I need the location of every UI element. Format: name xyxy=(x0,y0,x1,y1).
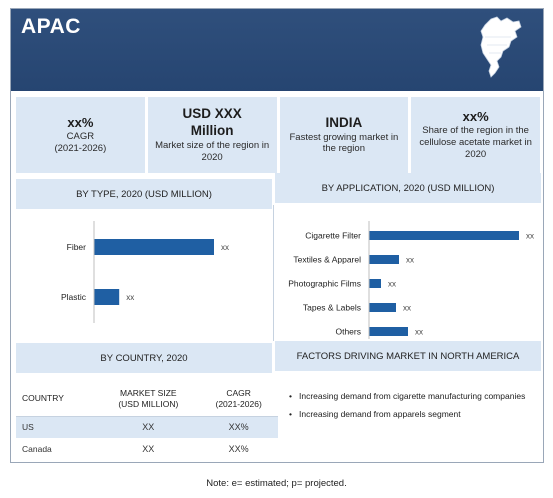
category-label: Cigarette Filter xyxy=(305,231,361,241)
data-label: xx xyxy=(221,243,229,252)
kpi-cagr-value: xx% xyxy=(67,115,94,130)
data-label: xx xyxy=(406,256,414,265)
kpi-share-value: xx% xyxy=(462,109,489,125)
kpi-cagr: xx% CAGR (2021-2026) xyxy=(16,97,145,173)
bar xyxy=(369,231,519,240)
bar xyxy=(369,279,381,288)
north-america-map-icon xyxy=(480,16,522,78)
table-row: Canada XX XX% xyxy=(16,438,278,460)
kpi-row: xx% CAGR (2021-2026) USD XXX Million Mar… xyxy=(16,97,540,173)
data-label: xx xyxy=(388,280,396,289)
kpi-fastest-market-value: INDIA xyxy=(325,114,363,130)
category-label: Plastic xyxy=(61,292,87,302)
kpi-fastest-market: INDIA Fastest growing market in the regi… xyxy=(279,97,409,173)
kpi-fastest-market-label: Fastest growing market in the region xyxy=(289,131,399,155)
factors-title: FACTORS DRIVING MARKET IN NORTH AMERICA xyxy=(275,341,541,371)
kpi-share: xx% Share of the region in the cellulose… xyxy=(411,97,540,173)
kpi-market-size: USD XXX Million Market size of the regio… xyxy=(147,97,277,173)
data-label: xx xyxy=(415,328,423,337)
factors-list: Increasing demand from cigarette manufac… xyxy=(287,389,537,426)
bar xyxy=(369,303,396,312)
data-label: xx xyxy=(526,232,534,241)
country-cell: US xyxy=(16,416,98,438)
category-label: Others xyxy=(335,327,361,337)
bar xyxy=(94,289,120,305)
market-size-cell: XX xyxy=(97,416,200,438)
data-label: xx xyxy=(403,304,411,313)
bar xyxy=(369,255,399,264)
country-table: COUNTRY MARKET SIZE (USD MILLION) CAGR (… xyxy=(16,382,278,460)
kpi-cagr-label: CAGR (2021-2026) xyxy=(54,131,107,155)
country-table-header: COUNTRY MARKET SIZE (USD MILLION) CAGR (… xyxy=(16,382,278,417)
by-type-title: BY TYPE, 2020 (USD MILLION) xyxy=(16,179,272,209)
footnote: Note: e= estimated; p= projected. xyxy=(206,478,347,489)
category-label: Photographic Films xyxy=(288,279,361,289)
cagr-cell: XX% xyxy=(199,416,278,438)
by-country-title: BY COUNTRY, 2020 xyxy=(16,343,272,373)
category-label: Tapes & Labels xyxy=(303,303,361,313)
bar xyxy=(369,327,408,336)
region-header: APAC xyxy=(11,9,543,91)
country-header: COUNTRY xyxy=(16,382,98,417)
panel-divider xyxy=(273,205,274,341)
region-title: APAC xyxy=(21,15,81,38)
list-item: Increasing demand from apparels segment xyxy=(287,407,537,423)
table-row: US XX XX% xyxy=(16,416,278,438)
cagr-cell: XX% xyxy=(228,444,249,454)
market-size-cell: XX xyxy=(142,444,155,454)
data-label: xx xyxy=(126,293,134,302)
cagr-header: CAGR (2021-2026) xyxy=(199,382,278,417)
bar xyxy=(94,239,214,255)
kpi-market-size-label: Market size of the region in 2020 xyxy=(155,140,270,163)
by-type-chart: Fiber xx Plastic xx xyxy=(61,221,229,323)
by-application-chart: Cigarette Filter xx Textiles & Apparel xx Ph… xyxy=(288,221,534,339)
country-cell: Canada xyxy=(22,444,52,454)
by-application-title: BY APPLICATION, 2020 (USD MILLION) xyxy=(275,173,541,203)
kpi-share-label: Share of the region in the cellulose ace… xyxy=(419,125,532,161)
market-size-header: MARKET SIZE (USD MILLION) xyxy=(97,382,200,417)
infographic-frame: APAC xx% CAGR (2021-2026) USD XXX Millio… xyxy=(10,8,544,463)
category-label: Fiber xyxy=(67,242,87,252)
kpi-market-size-value: USD XXX Million xyxy=(182,106,242,139)
list-item: Increasing demand from cigarette manufac… xyxy=(287,389,537,405)
category-label: Textiles & Apparel xyxy=(293,255,361,265)
